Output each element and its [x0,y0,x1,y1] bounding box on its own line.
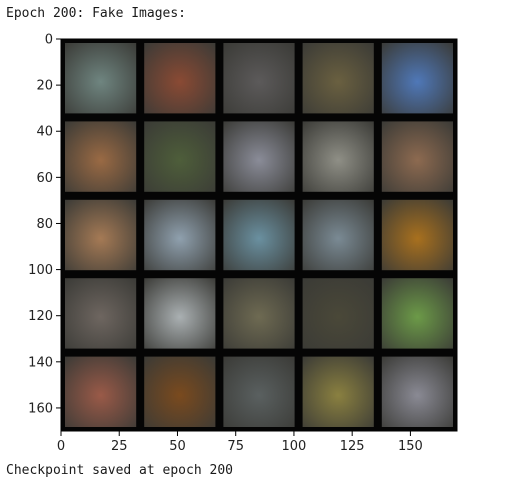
generated-image-tile [223,278,295,349]
y-tick-label: 80 [36,217,53,232]
x-tick-label: 0 [57,439,65,454]
y-tick-label: 120 [28,309,53,324]
generated-image-tile [65,43,137,114]
generated-image-tile [65,356,137,427]
output-footer: Checkpoint saved at epoch 200 [6,463,233,478]
y-tick-label: 60 [36,171,53,186]
y-tick-label: 100 [28,263,53,278]
x-tick-label: 125 [340,439,365,454]
generated-image-tile [381,356,453,427]
y-tick-label: 160 [28,401,53,416]
generated-image-tile [144,356,216,427]
generated-image-tile [302,43,374,114]
generated-image-tile [302,278,374,349]
y-tick-label: 140 [28,355,53,370]
generated-image-tile [381,43,453,114]
generated-image-tile [223,43,295,114]
x-tick-label: 100 [282,439,307,454]
y-tick-label: 0 [45,33,53,48]
generated-image-tile [223,199,295,271]
generated-image-tile [223,121,295,192]
x-tick-label: 25 [111,439,128,454]
generated-image-tile [223,356,295,427]
generated-image-tile [302,356,374,427]
generated-image-tile [65,278,137,349]
axes-frame [60,38,458,432]
generated-image-tile [65,121,137,192]
generated-image-tile [302,199,374,271]
generated-image-tile [144,199,216,271]
y-tick-label: 20 [36,79,53,94]
output-header: Epoch 200: Fake Images: [6,6,187,21]
x-tick-label: 50 [169,439,186,454]
y-tick-label: 40 [36,125,53,140]
x-tick-label: 75 [227,439,244,454]
generated-image-tile [302,121,374,192]
generated-image-tile [144,43,216,114]
generated-image-tile [381,278,453,349]
generated-image-tile [65,199,137,271]
x-tick-label: 150 [398,439,423,454]
generated-image-tile [144,121,216,192]
generated-image-tile [381,199,453,271]
generated-image-tile [381,121,453,192]
generated-image-tile [144,278,216,349]
